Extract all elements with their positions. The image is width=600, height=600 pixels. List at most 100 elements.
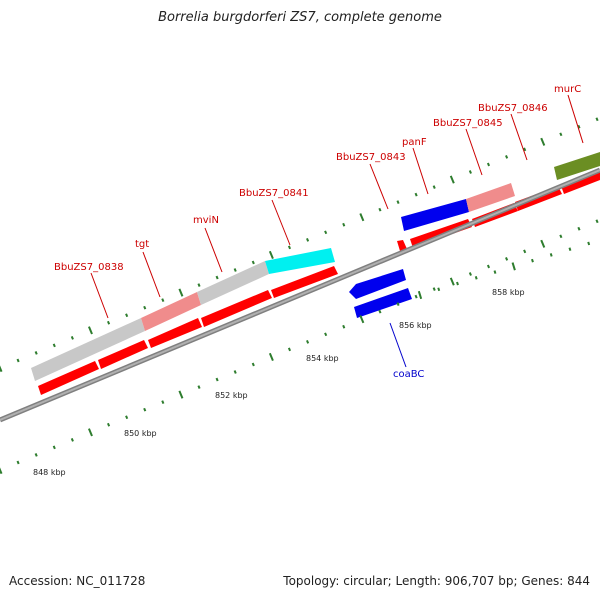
tick-mark: [178, 288, 184, 297]
cog-segment-gray: [31, 318, 145, 381]
tick-mark: [88, 326, 93, 335]
tick-mark: [432, 287, 436, 291]
tick-mark: [449, 277, 455, 286]
tick-mark: [125, 313, 129, 318]
tick-mark: [197, 385, 201, 389]
tick-mark: [577, 124, 581, 129]
tick-mark: [88, 428, 93, 437]
tick-mark: [449, 175, 455, 184]
scale-labels: 848 kbp 850 kbp 852 kbp 854 kbp 856 kbp …: [33, 288, 525, 477]
tick-mark: [34, 453, 38, 457]
inner-tick-ring: [0, 219, 599, 475]
tick-label: 850 kbp: [124, 429, 157, 438]
gene-arrow: [201, 290, 272, 327]
label-leaders-reverse: [389, 322, 407, 368]
tick-mark: [587, 241, 591, 246]
tick-mark: [559, 132, 563, 137]
gene-label: murC: [554, 84, 581, 95]
gene-label: BbuZS7_0846: [478, 103, 548, 114]
tick-mark: [396, 302, 400, 307]
tick-mark: [233, 268, 237, 272]
gene-label: BbuZS7_0841: [239, 188, 309, 199]
tick-mark: [414, 192, 418, 197]
tick-label: 856 kbp: [399, 321, 432, 330]
tick-mark: [0, 365, 3, 373]
tick-mark: [161, 298, 165, 303]
tick-mark: [287, 347, 292, 352]
gene-label: tgt: [135, 239, 149, 250]
tick-mark: [70, 335, 74, 340]
tick-label: 854 kbp: [306, 354, 339, 363]
tick-mark: [559, 234, 563, 239]
gene-arrow: [38, 361, 99, 395]
tick-mark: [577, 226, 581, 231]
cog-segment-pink-2: [466, 183, 515, 212]
gene-label: BbuZS7_0838: [54, 262, 124, 273]
cog-track: [31, 152, 600, 381]
cog-segment-blue: [401, 199, 469, 231]
label-leaders-forward: [90, 94, 584, 319]
tick-mark: [287, 245, 292, 250]
tick-mark: [324, 332, 328, 337]
right-tick-ring: [417, 241, 591, 300]
tick-mark: [233, 370, 237, 374]
tick-mark: [486, 162, 491, 167]
gene-arrow-reverse: [354, 288, 412, 318]
tick-mark: [359, 315, 365, 324]
tick-mark: [540, 137, 546, 146]
gene-arrow: [397, 240, 407, 251]
gene-label: panF: [402, 137, 427, 148]
genome-summary-text: Topology: circular; Length: 906,707 bp; …: [283, 574, 590, 588]
tick-mark: [378, 207, 382, 212]
gene-label: mviN: [193, 215, 219, 226]
gene-label: BbuZS7_0845: [433, 118, 503, 129]
genome-backbone: [0, 167, 600, 423]
tick-mark: [493, 270, 497, 274]
tick-mark: [324, 230, 328, 235]
cog-segment-cyan: [265, 248, 335, 274]
tick-mark: [568, 247, 572, 252]
tick-mark: [437, 287, 441, 292]
tick-mark: [417, 290, 423, 300]
tick-mark: [595, 117, 599, 122]
cog-segment-pink: [141, 292, 201, 331]
tick-mark: [432, 185, 436, 189]
tick-mark: [52, 445, 56, 450]
tick-mark: [52, 343, 56, 348]
tick-mark: [505, 155, 509, 159]
tick-mark: [306, 237, 310, 242]
tick-mark: [161, 400, 165, 405]
accession-text: Accession: NC_011728: [9, 574, 146, 588]
tick-mark: [378, 309, 382, 314]
tick-mark: [125, 415, 129, 420]
tick-mark: [523, 147, 527, 152]
tick-mark: [107, 320, 111, 325]
tick-mark: [342, 324, 346, 329]
tick-mark: [306, 339, 310, 344]
tick-label: 852 kbp: [215, 391, 248, 400]
tick-mark: [359, 213, 365, 222]
tick-mark: [34, 351, 38, 355]
tick-mark: [511, 262, 516, 271]
tick-mark: [251, 260, 255, 265]
tick-mark: [178, 390, 184, 399]
tick-label: 858 kbp: [492, 288, 525, 297]
cog-segment-olive: [554, 152, 600, 180]
tick-mark: [268, 352, 274, 362]
tick-mark: [468, 170, 472, 174]
tick-mark: [251, 362, 255, 367]
tick-mark: [456, 281, 459, 286]
tick-mark: [0, 467, 3, 475]
tick-mark: [595, 219, 599, 224]
tick-mark: [531, 258, 534, 263]
gene-labels-reverse: coaBC: [393, 369, 424, 380]
tick-mark: [70, 437, 74, 442]
tick-mark: [523, 249, 527, 254]
gene-label: BbuZS7_0843: [336, 152, 406, 163]
gene-arrow-reverse: [349, 269, 406, 299]
tick-mark: [215, 275, 219, 280]
tick-mark: [215, 377, 219, 382]
tick-mark: [107, 422, 111, 427]
map-title: Borrelia burgdorferi ZS7, complete genom…: [158, 10, 442, 25]
